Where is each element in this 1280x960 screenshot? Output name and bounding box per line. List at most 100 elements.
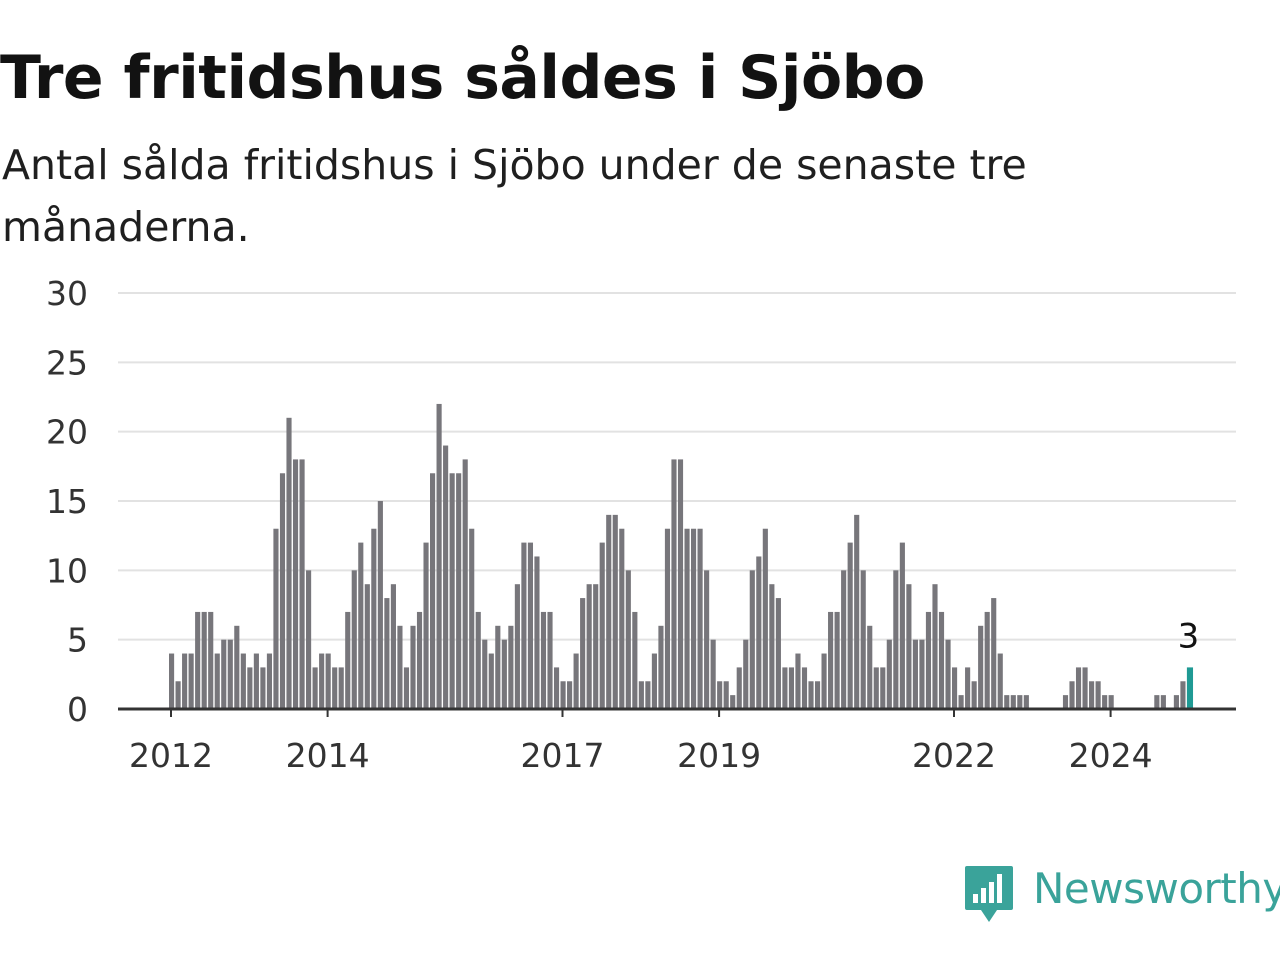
bar bbox=[227, 639, 233, 709]
bar bbox=[397, 625, 403, 709]
bar bbox=[782, 667, 788, 709]
bar bbox=[795, 653, 801, 709]
x-tick-label: 2017 bbox=[521, 736, 605, 775]
bars bbox=[169, 403, 1194, 709]
bar bbox=[697, 528, 703, 709]
bar bbox=[1004, 695, 1010, 709]
bar bbox=[899, 542, 905, 709]
bar bbox=[691, 528, 697, 709]
bar bbox=[1173, 695, 1179, 709]
bar bbox=[247, 667, 253, 709]
bar bbox=[273, 528, 279, 709]
bar bbox=[984, 611, 990, 709]
bar bbox=[266, 653, 273, 709]
bar bbox=[534, 556, 540, 709]
bar bbox=[182, 653, 188, 709]
bar bbox=[286, 417, 292, 709]
bar bbox=[521, 542, 527, 709]
bar bbox=[736, 667, 742, 709]
bar bbox=[240, 653, 246, 709]
bar bbox=[306, 570, 312, 709]
bar bbox=[788, 667, 795, 709]
bar bbox=[717, 681, 723, 709]
bar bbox=[188, 653, 194, 709]
bar bbox=[1075, 667, 1082, 709]
bar bbox=[664, 528, 671, 709]
bar bbox=[260, 667, 266, 709]
bar bbox=[299, 459, 305, 709]
bar bbox=[625, 570, 631, 709]
bar bbox=[932, 584, 938, 709]
bar bbox=[828, 611, 834, 709]
bar bbox=[1102, 695, 1108, 709]
bar bbox=[671, 459, 677, 709]
bar bbox=[351, 570, 357, 709]
x-axis-ticks bbox=[170, 709, 1112, 717]
page-title: Tre fritidshus såldes i Sjöbo bbox=[0, 43, 925, 113]
bar bbox=[547, 611, 553, 709]
bar bbox=[704, 570, 710, 709]
bar bbox=[677, 459, 684, 709]
bar bbox=[195, 611, 201, 709]
bar bbox=[371, 528, 377, 709]
bar bbox=[978, 625, 984, 709]
y-tick-label: 20 bbox=[46, 413, 88, 452]
bar bbox=[573, 653, 579, 709]
bar bbox=[436, 403, 442, 709]
bar bbox=[1023, 695, 1029, 709]
bar bbox=[743, 639, 749, 709]
bar bbox=[834, 611, 840, 709]
bar bbox=[312, 667, 318, 709]
bar bbox=[1017, 695, 1023, 709]
bar bbox=[599, 542, 605, 709]
bar bbox=[593, 584, 599, 709]
bar bbox=[801, 667, 808, 709]
bar bbox=[762, 528, 768, 709]
y-tick-label: 10 bbox=[46, 551, 88, 590]
bar bbox=[567, 681, 573, 709]
y-tick-label: 15 bbox=[46, 482, 88, 521]
bar bbox=[808, 681, 814, 709]
bar bbox=[938, 611, 945, 709]
bar bbox=[553, 667, 560, 709]
bar bbox=[912, 639, 918, 709]
bar bbox=[338, 667, 344, 709]
bar bbox=[560, 681, 566, 709]
bar bbox=[456, 473, 462, 709]
bar bbox=[221, 639, 227, 709]
bar bbox=[645, 681, 651, 709]
bar bbox=[482, 639, 488, 709]
bar bbox=[867, 625, 873, 709]
bar bbox=[469, 528, 475, 709]
bar bbox=[612, 514, 618, 709]
newsworthy-bar-chart-icon bbox=[965, 866, 1013, 922]
bar-chart: 0 5 10 15 20 25 30 2012 2014 2017 2019 2022 2024 3 bbox=[46, 274, 1236, 775]
bar bbox=[1180, 681, 1186, 709]
bar bbox=[488, 653, 494, 709]
last-value-annotation: 3 bbox=[1178, 616, 1200, 656]
bar bbox=[860, 570, 866, 709]
bar bbox=[814, 681, 821, 709]
bar bbox=[873, 667, 879, 709]
bar bbox=[710, 639, 716, 709]
bar bbox=[540, 611, 547, 709]
bar bbox=[893, 570, 899, 709]
bar bbox=[730, 695, 736, 709]
bar bbox=[384, 598, 390, 709]
bar bbox=[684, 528, 690, 709]
bar bbox=[886, 639, 892, 709]
y-tick-label: 25 bbox=[46, 343, 88, 382]
bar bbox=[501, 639, 507, 709]
bar bbox=[1095, 681, 1101, 709]
bar bbox=[319, 653, 325, 709]
bar bbox=[208, 611, 214, 709]
bar bbox=[214, 653, 220, 709]
bar bbox=[527, 542, 534, 709]
bar bbox=[364, 584, 370, 709]
bar bbox=[495, 625, 501, 709]
brand-name: Newsworthy bbox=[1033, 864, 1280, 913]
bar bbox=[919, 639, 925, 709]
x-tick-label: 2012 bbox=[129, 736, 213, 775]
bar bbox=[756, 556, 762, 709]
bar bbox=[430, 473, 436, 709]
